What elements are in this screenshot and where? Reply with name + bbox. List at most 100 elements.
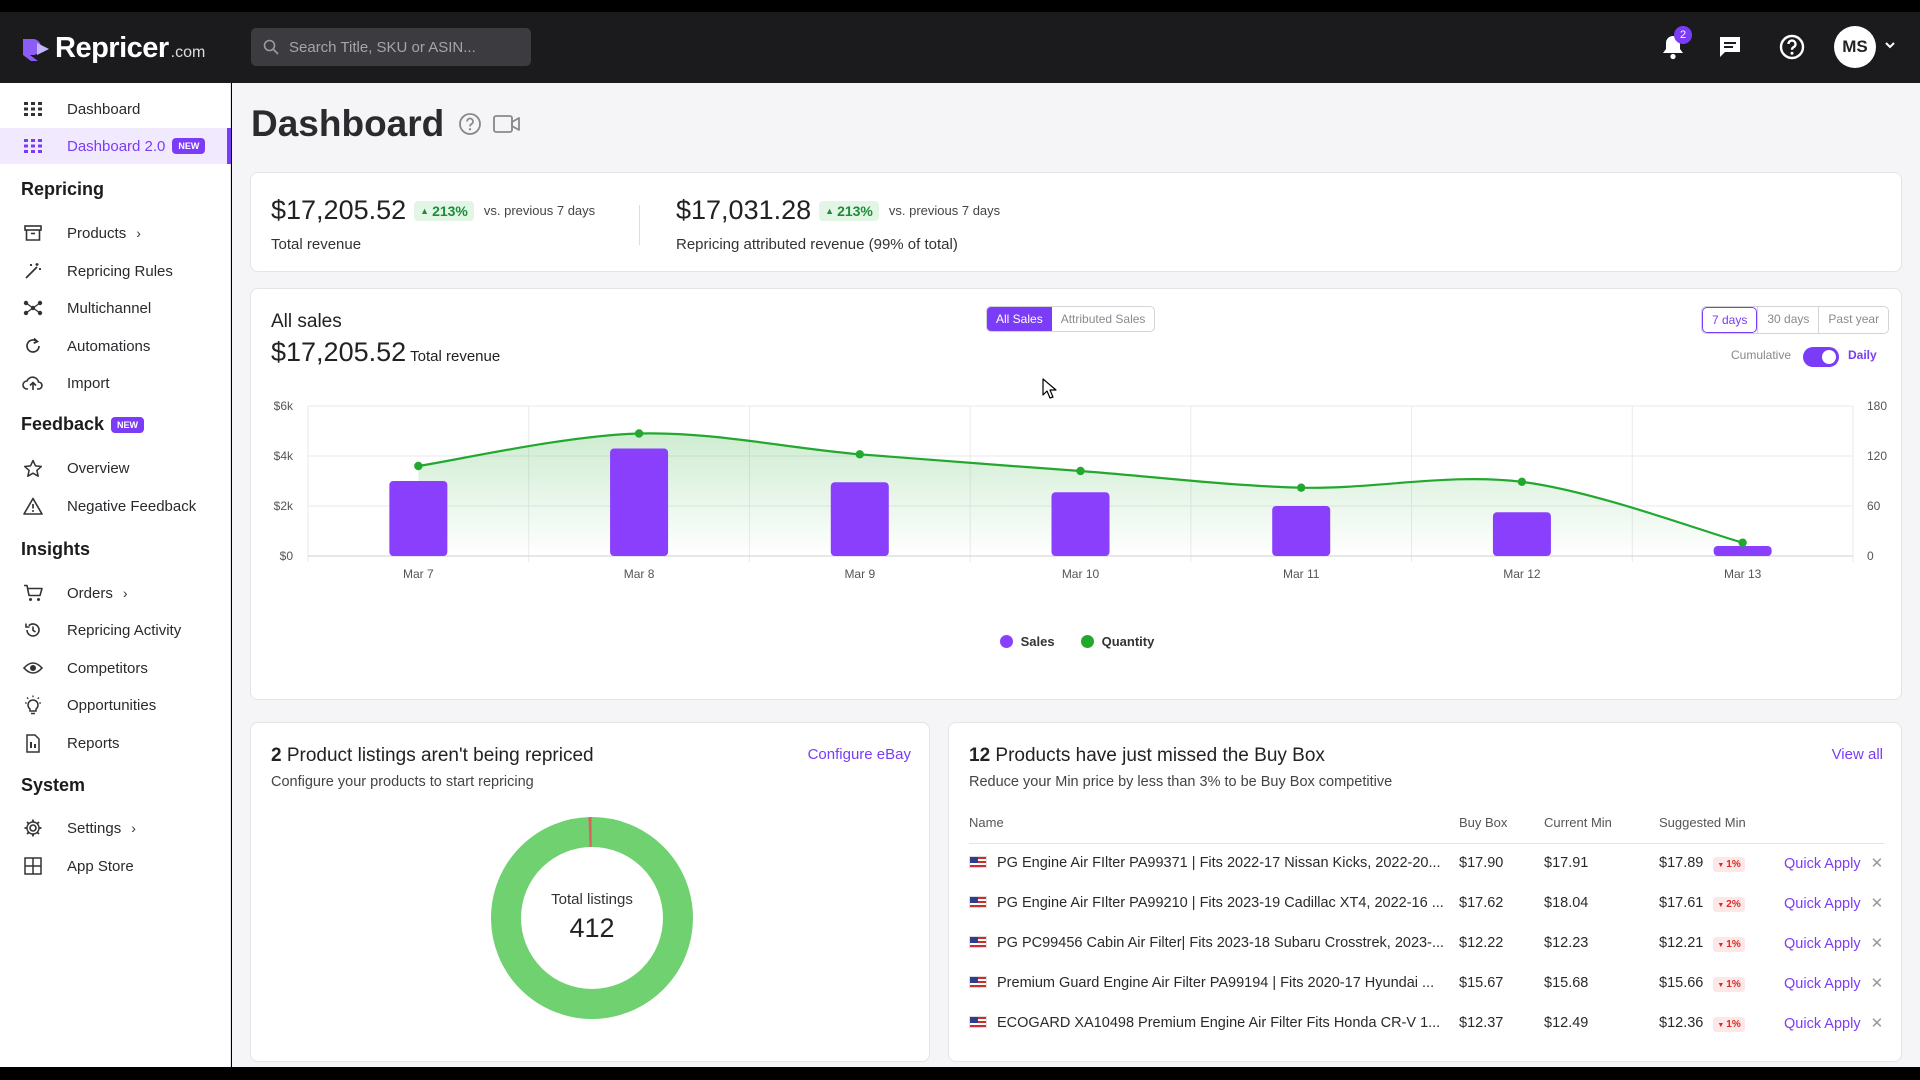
sidebar-item-label: Automations: [67, 337, 151, 355]
dismiss-icon[interactable]: ✕: [1870, 1015, 1884, 1032]
buy-box-cell: $12.22: [1459, 935, 1504, 951]
us-flag-icon: [969, 856, 987, 869]
us-flag-icon: [969, 1016, 987, 1028]
actions-cell: Quick Apply ✕: [1784, 883, 1884, 923]
cumulative-daily-toggle[interactable]: [1803, 347, 1839, 367]
delta-value: 1%: [1726, 938, 1741, 950]
range-past-year[interactable]: Past year: [1818, 307, 1888, 333]
sidebar-item-app-store[interactable]: App Store: [0, 848, 231, 884]
range-7-days[interactable]: 7 days: [1702, 307, 1758, 333]
total-revenue-delta: ▲ 213%: [414, 200, 474, 221]
dismiss-icon[interactable]: ✕: [1870, 975, 1884, 992]
sidebar-item-multichannel[interactable]: Multichannel: [0, 290, 231, 326]
sidebar-item-opportunities[interactable]: Opportunities: [0, 687, 231, 723]
quantity-point: [855, 450, 864, 459]
x-tick-label: Mar 9: [844, 567, 875, 581]
configure-ebay-link[interactable]: Configure eBay: [807, 746, 911, 763]
delta-value: 1%: [1726, 1018, 1741, 1030]
product-name[interactable]: ECOGARD XA10498 Premium Engine Air Filte…: [997, 1015, 1441, 1031]
total-revenue-value: $17,205.52: [271, 195, 407, 225]
new-badge: NEW: [172, 138, 206, 154]
quick-apply-button[interactable]: Quick Apply: [1784, 976, 1861, 992]
sales-type-toggle: All Sales Attributed Sales: [986, 306, 1156, 332]
sidebar-item-orders[interactable]: Orders ›: [0, 575, 231, 611]
sidebar-item-products[interactable]: Products ›: [0, 215, 231, 251]
quick-apply-button[interactable]: Quick Apply: [1784, 1016, 1861, 1032]
page-title-text: Dashboard: [251, 103, 445, 144]
sidebar-item-repricing-activity[interactable]: Repricing Activity: [0, 612, 231, 648]
suggested-min-value: $15.66: [1659, 974, 1704, 991]
range-30-days[interactable]: 30 days: [1757, 307, 1818, 333]
y-right-tick-label: 180: [1867, 399, 1887, 413]
arrow-down-icon: ▼: [1717, 901, 1725, 909]
sales-amount-label: Total revenue: [410, 348, 501, 365]
quick-apply-button[interactable]: Quick Apply: [1784, 936, 1861, 952]
help-circle-icon[interactable]: [458, 112, 482, 136]
product-name[interactable]: PG Engine Air FIlter PA99210 | Fits 2023…: [997, 895, 1444, 911]
video-camera-icon[interactable]: [492, 113, 522, 135]
product-name-cell: Premium Guard Engine Air Filter PA99194 …: [969, 963, 1459, 1003]
donut-segment-repriced: [491, 817, 693, 1019]
sidebar-item-label: Overview: [67, 459, 130, 477]
sidebar-item-negative-feedback[interactable]: Negative Feedback: [0, 488, 231, 524]
date-range-toggle: 7 days 30 days Past year: [1701, 306, 1890, 334]
sidebar-item-dashboard-2[interactable]: Dashboard 2.0 NEW: [0, 128, 231, 164]
messages-button[interactable]: [1713, 30, 1747, 64]
total-revenue-label: Total revenue: [271, 236, 362, 253]
comparison-label: vs. previous 7 days: [483, 203, 596, 218]
sidebar-item-settings[interactable]: Settings ›: [0, 810, 231, 846]
sales-chart: $0 $2k $4k $6k 0 60 120 180 Mar 7 Mar 8 Mar 9 Mar 1…: [274, 399, 1888, 581]
product-name[interactable]: Premium Guard Engine Air Filter PA99194 …: [997, 975, 1435, 991]
price-delta-badge: ▼ 1%: [1713, 1016, 1745, 1032]
current-min-cell: $17.91: [1544, 855, 1589, 872]
sidebar-item-automations[interactable]: Automations: [0, 328, 231, 364]
suggested-min-cell: $15.66 ▼ 1%: [1659, 963, 1784, 1003]
quantity-point: [634, 429, 644, 438]
notifications-button[interactable]: 2: [1656, 26, 1692, 64]
product-name[interactable]: PG Engine Air FIlter PA99371 | Fits 2022…: [997, 855, 1441, 872]
daily-label: Daily: [1848, 348, 1877, 362]
sidebar-item-dashboard[interactable]: Dashboard: [0, 91, 231, 127]
quick-apply-button[interactable]: Quick Apply: [1784, 856, 1861, 873]
sidebar-item-import[interactable]: Import: [0, 365, 231, 401]
view-all-link[interactable]: View all: [1831, 746, 1883, 763]
search-input[interactable]: [289, 38, 519, 56]
all-sales-card: All sales $17,205.52 Total revenue All S…: [250, 288, 1902, 700]
tab-all-sales[interactable]: All Sales: [987, 307, 1052, 331]
listings-donut-chart: [491, 817, 693, 1020]
unrepriced-listings-card: 2 Product listings aren't being repriced…: [250, 722, 930, 1062]
y-right-tick-label: 60: [1867, 499, 1881, 513]
sidebar-item-reports[interactable]: Reports: [0, 725, 231, 761]
sales-amount: $17,205.52: [271, 337, 407, 367]
quick-apply-button[interactable]: Quick Apply: [1784, 896, 1861, 912]
sidebar-item-label: Multichannel: [67, 299, 152, 317]
user-avatar[interactable]: MS: [1834, 26, 1876, 68]
search-box[interactable]: [251, 28, 531, 66]
table-row: Premium Guard Engine Air Filter PA99194 …: [969, 963, 1884, 1003]
sidebar-item-competitors[interactable]: Competitors: [0, 650, 231, 686]
dismiss-icon[interactable]: ✕: [1870, 855, 1884, 873]
unrepriced-count: 2: [271, 745, 282, 766]
quantity-point: [1738, 538, 1747, 547]
eye-icon: [22, 657, 44, 679]
dismiss-icon[interactable]: ✕: [1870, 895, 1884, 912]
chevron-down-icon[interactable]: [1884, 40, 1896, 50]
x-tick-label: Mar 12: [1503, 567, 1541, 581]
sales-bar: [1051, 492, 1110, 556]
product-name[interactable]: PG PC99456 Cabin Air Filter| Fits 2023-1…: [997, 935, 1445, 951]
dismiss-icon[interactable]: ✕: [1870, 935, 1884, 952]
donut-segment-unrepriced: [491, 817, 693, 1020]
sidebar-item-label: App Store: [67, 857, 134, 875]
attributed-revenue-value: $17,031.28: [676, 195, 812, 225]
attributed-revenue-delta: ▲ 213%: [819, 200, 879, 221]
sidebar-item-overview[interactable]: Overview: [0, 450, 231, 486]
sidebar-item-repricing-rules[interactable]: Repricing Rules: [0, 253, 231, 289]
help-button[interactable]: [1775, 30, 1809, 64]
main-content: Dashboard $17,205.52 ▲ 213% vs. previous …: [232, 83, 1920, 1067]
tab-attributed-sales[interactable]: Attributed Sales: [1060, 312, 1146, 326]
product-name-cell: PG Engine Air FIlter PA99371 | Fits 2022…: [969, 843, 1459, 883]
suggested-min-value: $12.36: [1659, 1014, 1704, 1031]
lightbulb-icon: [22, 694, 44, 716]
table-row: PG Engine Air FIlter PA99210 | Fits 2023…: [969, 883, 1884, 923]
logo[interactable]: Repricer .com: [21, 32, 205, 65]
